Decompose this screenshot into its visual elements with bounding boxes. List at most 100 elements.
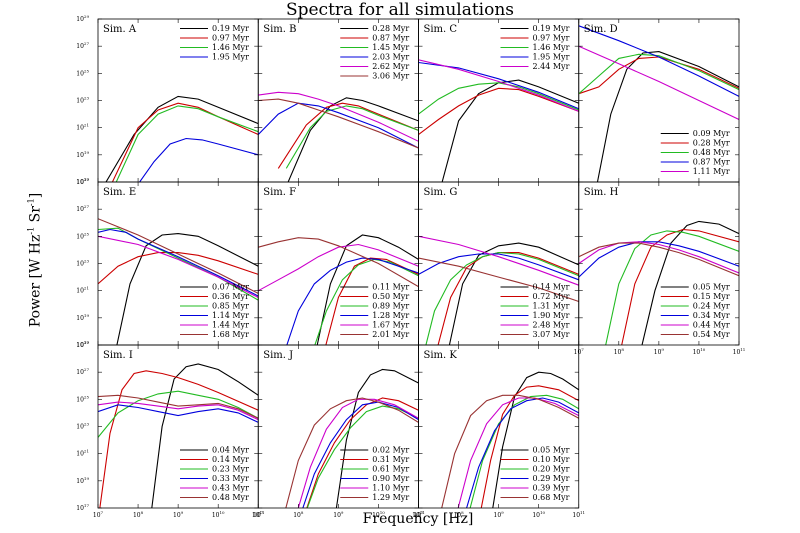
series-line-5 [457,397,579,508]
series-line-6 [578,242,739,277]
series-line-6 [98,218,259,294]
series-line-2 [418,87,579,135]
legend-entry: 2.03 Myr [372,53,409,62]
legend-entry: 0.85 Myr [212,302,249,311]
x-tick-label: 109 [494,510,505,519]
legend-entry: 1.95 Myr [212,53,249,62]
series-line-1 [316,234,419,345]
series-line-5 [98,235,259,298]
legend-entry: 0.72 Myr [533,292,570,301]
series-line-5 [578,241,739,274]
legend-entry: 1.44 Myr [212,321,249,330]
legend-entry: 0.54 Myr [693,330,730,339]
x-tick-label: 1011 [412,510,425,519]
series-group [258,91,419,182]
legend-entry: 3.07 Myr [533,330,570,339]
legend-entry: 0.87 Myr [693,158,730,167]
legend-entry: 1.31 Myr [533,302,570,311]
panel-title: Sim. A [103,24,137,35]
series-line-6 [98,394,259,419]
x-tick-label: 107 [253,510,264,519]
series-line-4 [138,137,259,182]
panel-sim-i: 1017 1019 1021 1023 1025 1027 1029 107 108 109 101… [76,340,264,519]
y-axis-label-main: Power [W Hz [27,234,44,328]
series-line-6 [418,257,579,303]
y-tick-label: 1027 [76,41,89,50]
series-group [418,59,579,182]
series-line-4 [466,397,579,508]
legend-entry: 0.97 Myr [212,34,249,43]
legend-entry: 0.19 Myr [533,24,570,33]
legend-entry: 2.44 Myr [533,62,570,71]
x-tick-label: 108 [133,510,144,519]
series-line-1 [151,363,259,508]
x-tick-label: 107 [574,347,585,356]
series-line-2 [480,385,579,508]
series-line-3 [314,258,419,345]
panel-title: Sim. K [424,350,458,361]
legend-entry: 0.90 Myr [372,474,409,483]
legend-entry: 0.87 Myr [372,34,409,43]
series-line-2 [277,102,419,169]
series-line-6 [258,98,419,149]
series-line-3 [98,390,259,438]
legend-entry: 0.24 Myr [693,302,730,311]
y-tick-label: 1023 [76,96,89,105]
legend-entry: 1.67 Myr [372,321,409,330]
y-tick-label: 1021 [76,286,89,295]
y-tick-label: 1027 [76,204,89,213]
legend-entry: 0.09 Myr [693,129,730,138]
series-line-3 [425,252,579,345]
legend-entry: 0.07 Myr [212,283,249,292]
legend-entry: 1.46 Myr [533,43,570,52]
series-group [578,220,739,345]
y-axis-label-end: ] [27,192,44,199]
x-tick-label: 1011 [572,510,585,519]
legend-entry: 1.29 Myr [372,493,409,502]
series-line-4 [578,241,739,278]
legend-entry: 0.34 Myr [693,311,730,320]
legend-entry: 1.90 Myr [533,311,570,320]
y-tick-label: 1019 [76,476,89,485]
legend-entry: 1.68 Myr [212,330,249,339]
legend-entry: 0.44 Myr [693,321,730,330]
legend-entry: 0.48 Myr [693,148,730,157]
legend-entry: 1.46 Myr [212,43,249,52]
legend-entry: 0.28 Myr [372,24,409,33]
x-tick-label: 108 [293,510,304,519]
x-tick-label: 107 [413,510,424,519]
legend-entry: 1.11 Myr [693,167,730,176]
legend-entry: 0.61 Myr [372,465,409,474]
series-line-3 [578,53,739,95]
x-tick-label: 1010 [693,347,706,356]
legend-entry: 0.10 Myr [533,455,570,464]
y-tick-label: 1017 [76,177,89,186]
legend-entry: 0.04 Myr [212,446,249,455]
legend-entry: 2.62 Myr [372,62,409,71]
legend-entry: 0.68 Myr [533,493,570,502]
series-line-2 [325,257,419,345]
series-line-2 [99,370,259,508]
x-tick-label: 1010 [532,510,545,519]
panel-title: Sim. D [584,24,618,35]
legend-entry: 3.06 Myr [372,72,409,81]
legend-entry: 0.15 Myr [693,292,730,301]
legend-entry: 0.43 Myr [212,484,249,493]
series-line-1 [448,242,579,345]
series-line-6 [285,397,419,508]
legend-entry: 1.45 Myr [372,43,409,52]
series-line-3 [469,394,579,508]
series-line-2 [306,397,419,508]
series-line-1 [105,95,259,182]
series-line-4 [98,404,259,423]
legend-entry: 0.39 Myr [533,484,570,493]
y-tick-label: 1027 [76,367,89,376]
legend-entry: 0.20 Myr [533,465,570,474]
panel-sim-e: 1017 1019 1021 1023 1025 1027 1029 Sim. E 0.07 M… [76,177,259,349]
legend-entry: 0.05 Myr [693,283,730,292]
series-line-1 [641,220,739,345]
legend-entry: 0.48 Myr [212,493,249,502]
